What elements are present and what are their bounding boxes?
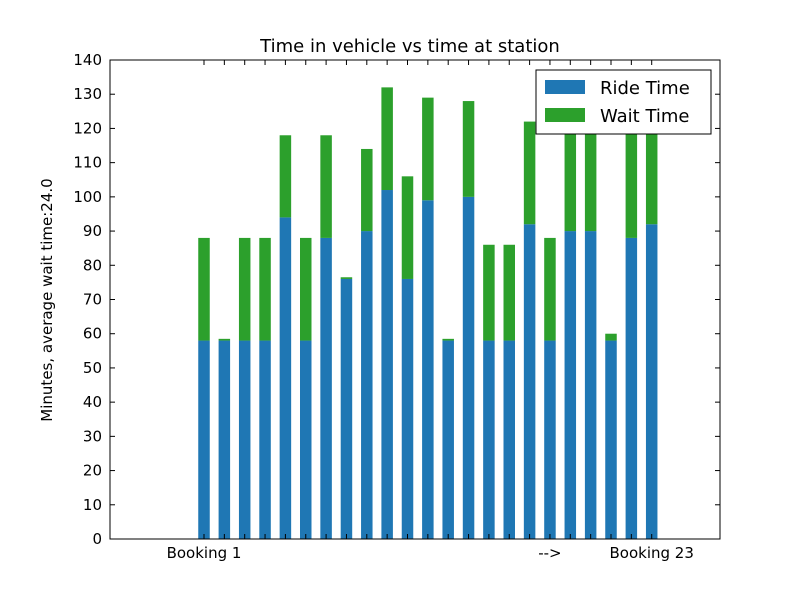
bar-wait-19 [564, 128, 577, 232]
bar-ride-22 [625, 237, 638, 539]
bar-ride-19 [564, 231, 577, 540]
x-tick-label: Booking 23 [610, 544, 694, 562]
bar-wait-5 [279, 135, 292, 218]
bar-ride-8 [340, 278, 353, 539]
y-tick-label: 120 [73, 119, 102, 137]
legend: Ride Time Wait Time [535, 69, 712, 135]
y-tick-label: 100 [73, 188, 102, 206]
bar-ride-17 [523, 224, 536, 539]
bar-wait-21 [605, 333, 617, 341]
y-tick-label: 50 [83, 359, 102, 377]
y-tick-label: 70 [83, 291, 102, 309]
bar-wait-7 [320, 135, 332, 238]
bar-wait-6 [300, 237, 312, 341]
bar-wait-13 [442, 338, 454, 341]
bar-wait-16 [503, 244, 515, 341]
bar-ride-9 [361, 231, 373, 540]
bar-ride-20 [584, 231, 597, 540]
bars-group [198, 87, 658, 540]
y-tick-label: 130 [73, 85, 102, 103]
bar-wait-23 [645, 121, 658, 225]
x-axis-ticks: Booking 1 --> Booking 23 [167, 60, 694, 562]
y-tick-label: 90 [83, 222, 102, 240]
bar-wait-4 [259, 237, 271, 341]
y-tick-label: 140 [73, 51, 102, 69]
bar-wait-20 [584, 128, 597, 232]
x-tick-label: Booking 1 [167, 544, 242, 562]
bar-ride-23 [645, 224, 658, 539]
bar-ride-6 [300, 340, 312, 539]
chart-title: Time in vehicle vs time at station [259, 36, 560, 57]
bar-ride-16 [503, 340, 515, 539]
legend-swatch-wait [545, 108, 585, 122]
bar-wait-9 [361, 148, 373, 232]
plot-frame [109, 59, 721, 540]
bar-wait-18 [544, 237, 556, 341]
bar-ride-2 [218, 340, 231, 539]
bar-wait-3 [238, 237, 251, 341]
y-tick-label: 60 [83, 325, 102, 343]
bar-ride-11 [401, 278, 414, 539]
bar-wait-22 [625, 128, 638, 238]
bar-wait-8 [340, 277, 353, 279]
y-tick-label: 30 [83, 427, 102, 445]
legend-swatch-ride [545, 80, 585, 94]
bar-ride-1 [198, 340, 210, 539]
y-tick-label: 0 [92, 530, 102, 548]
bar-ride-5 [279, 217, 292, 539]
bar-wait-2 [218, 338, 231, 341]
bar-ride-7 [320, 237, 332, 539]
bar-wait-17 [523, 121, 536, 225]
bar-ride-10 [381, 190, 393, 539]
legend-label-ride: Ride Time [600, 78, 690, 99]
x-tick-label: --> [538, 544, 561, 562]
bar-wait-15 [483, 244, 495, 341]
y-tick-label: 40 [83, 393, 102, 411]
y-tick-label: 80 [83, 256, 102, 274]
y-tick-label: 10 [83, 496, 102, 514]
bar-wait-1 [198, 237, 210, 341]
legend-label-wait: Wait Time [600, 106, 690, 127]
bar-wait-11 [401, 176, 414, 279]
bar-wait-10 [381, 87, 393, 191]
bar-ride-15 [483, 340, 495, 539]
y-axis-ticks: 0 10 20 30 40 50 60 70 80 90 100 110 120 130 140 [73, 51, 720, 548]
bar-wait-14 [462, 101, 475, 197]
y-axis-label: Minutes, average wait time:24.0 [38, 178, 56, 421]
bar-ride-18 [544, 340, 556, 539]
y-tick-label: 110 [73, 154, 102, 172]
bar-ride-12 [422, 200, 434, 539]
bar-ride-3 [238, 340, 251, 539]
y-tick-label: 20 [83, 462, 102, 480]
bar-ride-13 [442, 340, 454, 539]
bar-ride-14 [462, 196, 475, 539]
bar-wait-12 [422, 97, 434, 201]
bar-ride-21 [605, 340, 617, 539]
bar-ride-4 [259, 340, 271, 539]
